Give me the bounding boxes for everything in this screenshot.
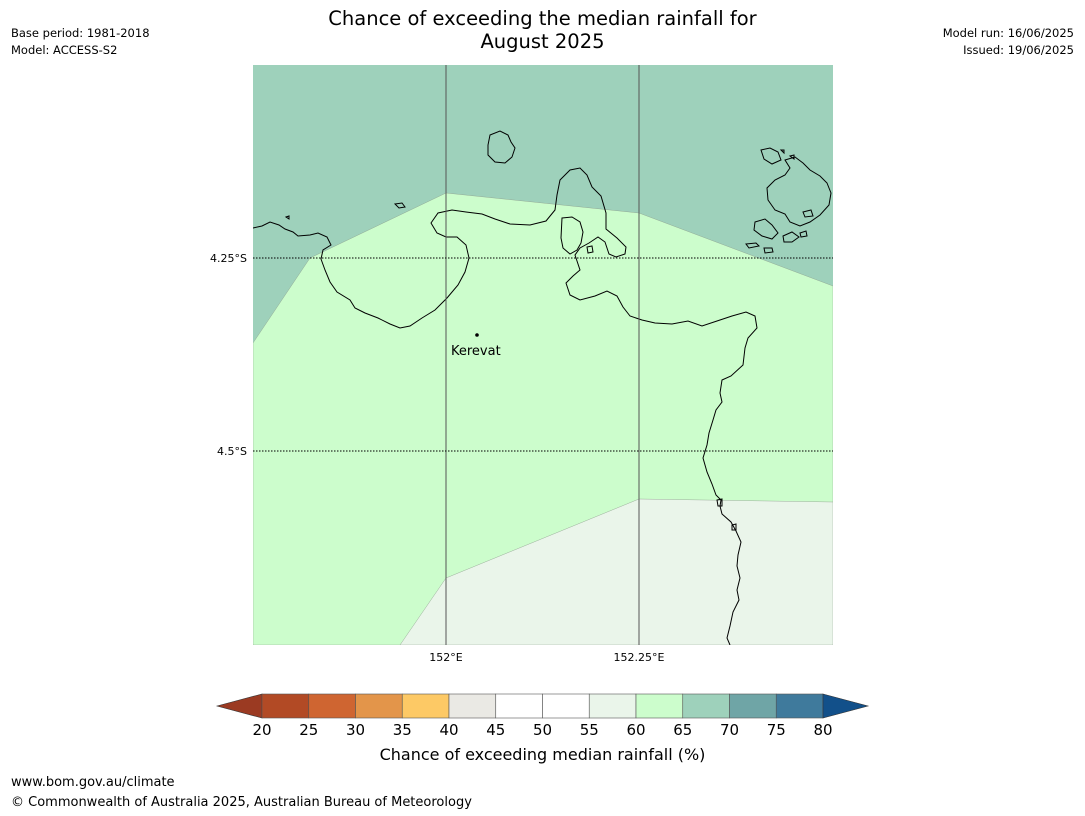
colorbar-tick-label: 60	[626, 721, 645, 739]
model-name: Model: ACCESS-S2	[11, 43, 118, 57]
colorbar-tick-label: 40	[439, 721, 458, 739]
colorbar-ticks: 20 25 30 35 40 45 50 55 60 65 70 75 80	[252, 721, 832, 739]
colorbar-tick-label: 50	[533, 721, 552, 739]
issued-date: Issued: 19/06/2025	[963, 43, 1074, 57]
colorbar-tick-label: 30	[346, 721, 365, 739]
lat-label-4-25: 4.25°S	[210, 252, 247, 265]
colorbar-over-arrow	[822, 693, 870, 719]
colorbar-label: Chance of exceeding median rainfall (%)	[379, 745, 706, 764]
map-area	[253, 65, 833, 645]
colorbar-tick-label: 65	[673, 721, 692, 739]
footer-url[interactable]: www.bom.gov.au/climate	[11, 775, 175, 790]
base-period: Base period: 1981-2018	[11, 26, 150, 40]
colorbar-segment	[495, 693, 543, 719]
lon-label-152-25: 152.25°E	[614, 651, 665, 664]
title-line-1: Chance of exceeding the median rainfall …	[328, 7, 757, 30]
colorbar-tick-label: 70	[720, 721, 739, 739]
colorbar-segments	[261, 693, 824, 719]
meta-left: Base period: 1981-2018 Model: ACCESS-S2	[11, 25, 150, 59]
colorbar-segment	[355, 693, 403, 719]
colorbar-segment	[635, 693, 684, 719]
colorbar-tick-label: 75	[767, 721, 786, 739]
colorbar-tick-label: 35	[393, 721, 412, 739]
kerevat-marker	[475, 333, 479, 337]
lat-label-4-5: 4.5°S	[217, 445, 247, 458]
meta-right: Model run: 16/06/2025 Issued: 19/06/2025	[943, 25, 1074, 59]
colorbar-tick-label: 55	[580, 721, 599, 739]
colorbar-tick-label: 45	[486, 721, 505, 739]
colorbar-segment	[682, 693, 730, 719]
colorbar-segment	[775, 693, 824, 719]
colorbar-segment	[308, 693, 356, 719]
colorbar-tick-label: 25	[299, 721, 318, 739]
coastline	[253, 130, 832, 645]
colorbar-under-arrow	[215, 693, 263, 719]
colorbar-segment	[729, 693, 777, 719]
colorbar: 20 25 30 35 40 45 50 55 60 65 70 75 80	[215, 693, 870, 739]
colorbar-tick-label: 20	[252, 721, 271, 739]
colorbar-segment	[448, 693, 497, 719]
band-55-60	[399, 498, 833, 645]
colorbar-segment	[261, 693, 310, 719]
title-line-2: August 2025	[480, 30, 605, 53]
colorbar-segment	[588, 693, 637, 719]
graticule	[253, 65, 833, 645]
colorbar-segment	[401, 693, 450, 719]
colorbar-segment	[542, 693, 590, 719]
footer-copyright: © Commonwealth of Australia 2025, Austra…	[11, 795, 472, 810]
model-run: Model run: 16/06/2025	[942, 26, 1074, 40]
lon-label-152: 152°E	[429, 651, 462, 664]
chart-title: Chance of exceeding the median rainfall …	[0, 7, 1085, 53]
kerevat-label: Kerevat	[451, 344, 501, 359]
colorbar-tick-label: 80	[813, 721, 832, 739]
